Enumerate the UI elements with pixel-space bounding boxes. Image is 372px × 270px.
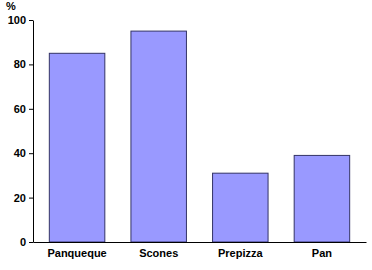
bar xyxy=(294,155,350,242)
y-tick-mark xyxy=(29,20,33,21)
x-tick-label: Prepizza xyxy=(218,247,264,259)
bars xyxy=(49,31,349,242)
x-tick-label: Pan xyxy=(312,247,332,259)
chart: 0 20 40 60 80 100 Panqueque Scones Prepizza Pan% xyxy=(0,0,372,270)
bar xyxy=(131,31,187,242)
x-tick-label: Panqueque xyxy=(47,247,106,259)
y-tick: 60 xyxy=(14,103,33,115)
y-tick: 80 xyxy=(14,58,33,70)
y-tick-mark xyxy=(29,153,33,154)
y-tick-mark xyxy=(29,109,33,110)
y-tick-label: 40 xyxy=(14,147,26,159)
y-tick-label: 0 xyxy=(20,236,26,248)
x-tick-label: Scones xyxy=(139,247,178,259)
y-tick-mark xyxy=(29,198,33,199)
y-tick-mark xyxy=(29,64,33,65)
x-tick: Prepizza xyxy=(218,242,264,259)
bar xyxy=(49,53,105,242)
x-axis: Panqueque Scones Prepizza Pan xyxy=(34,242,367,259)
y-tick: 40 xyxy=(14,147,33,159)
x-axis-line xyxy=(34,242,367,243)
y-tick: 100 xyxy=(8,14,33,26)
bar xyxy=(213,173,269,242)
y-axis: 0 20 40 60 80 100 xyxy=(8,14,34,248)
y-tick-label: 20 xyxy=(14,192,26,204)
y-tick: 20 xyxy=(14,192,33,204)
x-tick: Panqueque xyxy=(47,242,106,259)
y-tick-mark xyxy=(29,242,33,243)
y-tick: 0 xyxy=(20,236,33,248)
y-axis-title: % xyxy=(6,0,16,12)
y-tick-label: 100 xyxy=(8,14,26,26)
x-tick: Scones xyxy=(139,242,178,259)
y-tick-label: 80 xyxy=(14,58,26,70)
x-tick: Pan xyxy=(312,242,332,259)
plot: 0 20 40 60 80 100 Panqueque Scones Prepizza Pan xyxy=(8,14,367,259)
y-tick-label: 60 xyxy=(14,103,26,115)
y-axis-line xyxy=(33,21,34,243)
